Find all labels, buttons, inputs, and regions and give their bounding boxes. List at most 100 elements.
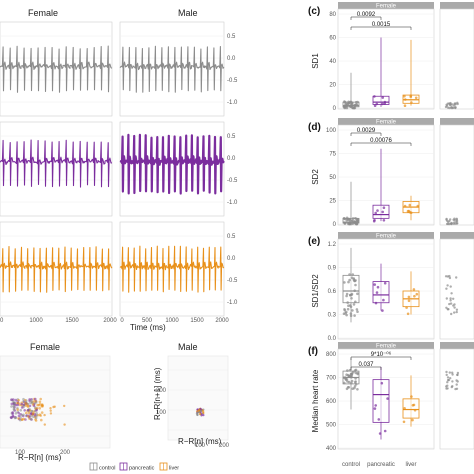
box-point-male	[447, 308, 450, 311]
ecg-x-tick-male: 500	[142, 318, 153, 324]
box-liver	[402, 398, 420, 419]
poincare-point-female	[26, 408, 30, 412]
ecg-trace-control	[0, 45, 113, 93]
pvalue-label: 0.037	[358, 362, 374, 368]
box-point	[356, 371, 360, 375]
ecg-y-tick: -1.0	[227, 200, 238, 206]
poincare-point-female	[43, 423, 46, 426]
pvalue-label: 0.0092	[357, 12, 376, 18]
box-point	[345, 378, 349, 381]
box-point	[382, 298, 385, 302]
box-point-male	[453, 217, 456, 220]
panel-y-tick: 100	[326, 128, 337, 134]
box-point	[347, 218, 351, 222]
box-point	[353, 289, 357, 293]
panel-y-label: SD1	[311, 53, 320, 69]
box-point-male	[454, 387, 457, 391]
box-point-male	[446, 284, 449, 287]
box-point	[347, 380, 351, 384]
legend-label-pancreatic: pancreatic	[129, 466, 155, 472]
box-point	[354, 381, 357, 384]
box-point-male	[450, 312, 453, 316]
box-point-male	[445, 287, 448, 290]
pvalue-label: 0.00076	[370, 138, 392, 144]
box-point	[356, 219, 360, 222]
box-point	[410, 101, 413, 104]
poincare-x-label-male: R−R[n] (ms)	[178, 437, 222, 446]
poincare-point-female	[41, 404, 44, 407]
box-point	[356, 292, 359, 296]
box-point	[382, 219, 386, 222]
box-point	[415, 292, 419, 296]
ecg-y-tick: -0.5	[227, 78, 238, 84]
box-point	[412, 403, 416, 407]
box-point-male	[452, 297, 455, 300]
box-point	[409, 211, 413, 214]
pvalue-bracket	[350, 26, 412, 30]
box-point-male	[449, 377, 452, 380]
box-point	[351, 309, 354, 312]
poincare-point-female	[32, 412, 35, 416]
box-point-male	[445, 297, 448, 300]
box-point	[349, 312, 353, 315]
poincare-male-frame	[167, 355, 229, 441]
poincare-x-tick-female: 100	[15, 450, 26, 456]
box-point	[380, 381, 384, 385]
poincare-y-tick-male: 200	[156, 388, 167, 394]
ecg-x-tick-female: 1500	[65, 318, 79, 324]
box-point-male	[451, 371, 454, 374]
box-point-male	[456, 101, 459, 105]
box-point	[349, 314, 353, 318]
box-panels: (c) SD1 Female 80 60 40 20 0 0.0092 0.0015 (d) SD2 F…	[308, 2, 474, 468]
legend: control pancreatic liver	[89, 462, 179, 472]
poincare-point-female	[19, 408, 23, 412]
box-point	[345, 310, 348, 314]
box-point	[408, 203, 412, 207]
poincare-point-female	[12, 398, 15, 401]
ecg-panels: 0.5 0.0 -0.5 -1.0 0.5 0.0 -0.5 -1.0 0.5 0.0 -0.5 -1…	[0, 21, 238, 324]
panel-strip-male	[440, 232, 474, 239]
box-point	[373, 95, 376, 98]
poincare-x-tick-male: 200	[219, 443, 230, 449]
ecg-trace-pancreatic	[119, 133, 225, 195]
ecg-y-tick: 0.5	[227, 34, 236, 40]
box-point	[404, 98, 407, 101]
poincare-point-female	[10, 402, 14, 406]
box-point-male	[449, 297, 452, 300]
box-point	[350, 297, 353, 300]
panel-letter: (e)	[308, 236, 320, 247]
panel-frame-male	[439, 348, 474, 450]
poincare-point-male	[199, 409, 203, 412]
box-point	[383, 429, 387, 433]
box-point	[354, 300, 357, 304]
poincare-point-female	[43, 413, 46, 417]
panel-y-tick: 50	[329, 175, 336, 181]
box-point	[406, 312, 410, 316]
category-label-liver: liver	[405, 462, 416, 468]
box-point	[378, 432, 382, 435]
pvalue-label: 0.0015	[372, 22, 391, 28]
box-point	[348, 374, 351, 378]
panel-y-tick: 0.6	[328, 289, 337, 295]
box-point-male	[446, 384, 449, 387]
ecg-y-tick: 0.5	[227, 234, 236, 240]
panel-y-tick: 500	[326, 423, 337, 429]
box-point	[351, 219, 355, 222]
poincare-x-tick-female: 200	[60, 450, 71, 456]
box-point	[350, 372, 354, 375]
box-point	[373, 283, 377, 286]
panel-y-tick: 20	[329, 83, 336, 89]
poincare-point-female	[26, 404, 30, 408]
panel-strip-label: Female	[376, 120, 397, 126]
panel-strip	[338, 118, 434, 125]
box-point-male	[455, 308, 459, 311]
panel-strip-label: Female	[376, 4, 397, 10]
panel-y-tick: 800	[326, 352, 337, 358]
legend-label-control: control	[99, 466, 116, 472]
poincare-point-female	[19, 418, 22, 422]
box-point	[381, 210, 385, 214]
poincare-point-female	[53, 405, 56, 408]
box-point-male	[455, 383, 458, 386]
poincare-point-female	[49, 412, 53, 415]
poincare-point-female	[24, 411, 28, 415]
